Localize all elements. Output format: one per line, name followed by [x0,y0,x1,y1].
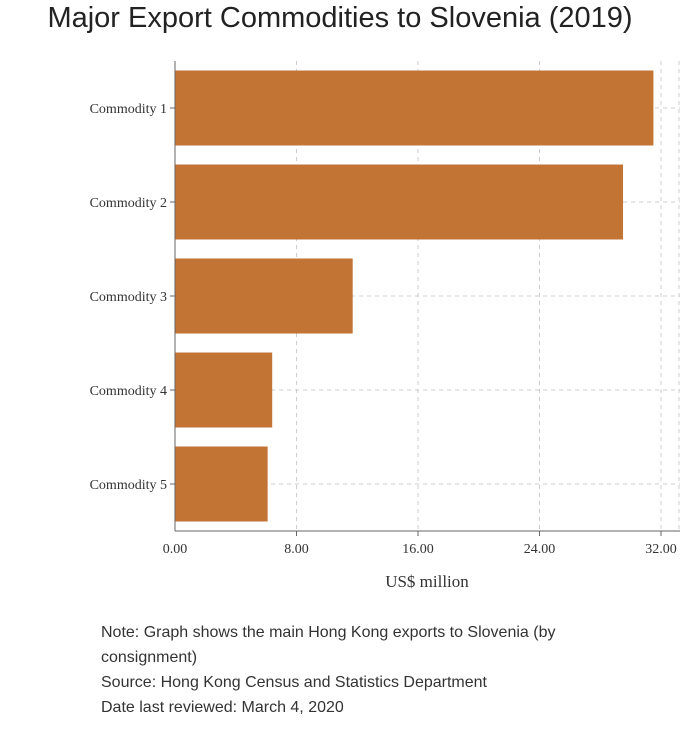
x-tick-label: 0.00 [163,542,188,557]
category-label: Commodity 5 [90,478,167,493]
bar [175,164,624,240]
category-label: Commodity 4 [90,384,167,399]
x-tick-labels: 0.00 8.00 16.00 24.00 32.00 [163,542,677,557]
x-tick-label: 16.00 [402,542,434,557]
note-text: Note: Graph shows the main Hong Kong exp… [101,624,556,666]
bar-chart: Commodity 1 Commodity 2 Commodity 3 Commodi… [90,61,680,591]
x-axis-label: US$ million [385,572,469,591]
bars [175,70,654,522]
category-label: Commodity 1 [90,102,167,117]
category-label: Commodity 3 [90,290,167,305]
chart-title: Major Export Commodities to Slovenia (20… [47,2,633,34]
category-label: Commodity 2 [90,196,167,211]
x-tick-label: 24.00 [524,542,556,557]
source-text: Source: Hong Kong Census and Statistics … [101,674,487,691]
chart-notes: Note: Graph shows the main Hong Kong exp… [101,620,571,720]
bar [175,352,273,428]
x-tick-label: 32.00 [645,542,677,557]
x-tick-label: 8.00 [284,542,309,557]
reviewed-date-text: Date last reviewed: March 4, 2020 [101,699,344,716]
bar [175,70,654,146]
bar [175,446,268,522]
bar [175,258,353,334]
y-tick-labels: Commodity 1 Commodity 2 Commodity 3 Commodi… [90,102,175,493]
